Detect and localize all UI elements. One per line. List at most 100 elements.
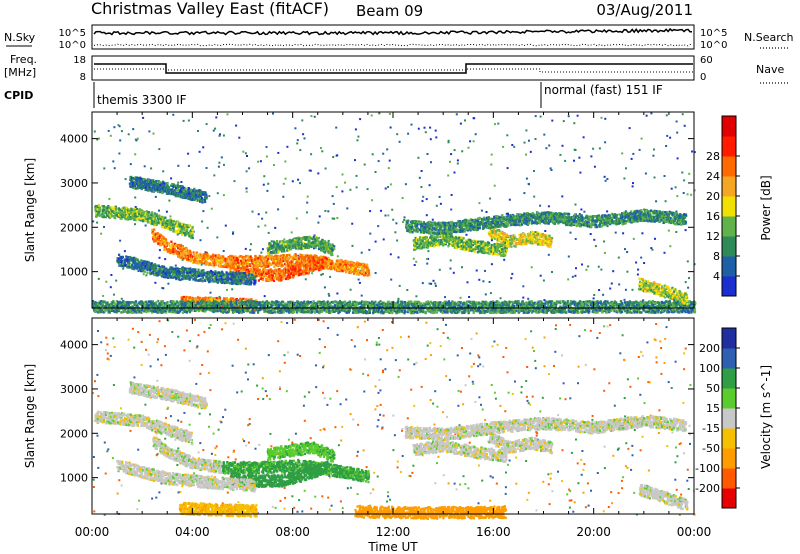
power-band-2-cell bbox=[249, 268, 252, 271]
power-band-4-cell bbox=[162, 270, 165, 273]
power-speckle bbox=[336, 217, 339, 219]
power-band-2-cell bbox=[265, 272, 268, 275]
power-band-0-cell bbox=[102, 212, 106, 215]
power-band-0-cell bbox=[152, 217, 155, 220]
power-band-2-cell bbox=[258, 268, 261, 272]
power-band-1-cell bbox=[254, 254, 257, 258]
power-speckle bbox=[144, 224, 147, 227]
power-band-1-cell bbox=[177, 243, 180, 247]
power-band-2-cell bbox=[318, 266, 321, 270]
power-band-0-cell bbox=[102, 215, 105, 218]
power-band-1-cell bbox=[245, 259, 248, 263]
power-band-2-cell bbox=[305, 272, 308, 275]
power-band-0-cell bbox=[105, 211, 108, 214]
power-band-1-cell bbox=[258, 263, 261, 266]
power-band-4-cell bbox=[135, 262, 139, 265]
power-band-0-cell bbox=[110, 206, 113, 209]
power-band-3-cell bbox=[292, 238, 295, 241]
power-band-1-cell bbox=[357, 266, 360, 269]
power-band-1-cell bbox=[266, 260, 269, 263]
power-band-1-cell bbox=[231, 263, 235, 266]
power-band-0-cell bbox=[127, 216, 130, 220]
power-band-4-cell bbox=[230, 273, 233, 276]
power-speckle bbox=[96, 138, 99, 141]
power-band-2-cell bbox=[287, 266, 290, 270]
power-speckle bbox=[410, 123, 413, 126]
power-band-3-cell bbox=[311, 237, 314, 241]
power-speckle bbox=[666, 134, 669, 137]
power-band-1-cell bbox=[341, 262, 344, 265]
power-band-6-cell bbox=[112, 305, 115, 308]
power-band-1-cell bbox=[199, 261, 202, 264]
power-speckle bbox=[475, 269, 478, 272]
power-band-1-cell bbox=[300, 257, 304, 260]
power-band-4-cell bbox=[178, 271, 181, 274]
power-speckle bbox=[327, 239, 330, 242]
power-band-1-cell bbox=[338, 269, 341, 272]
power-band-1-cell bbox=[341, 269, 344, 273]
power-speckle bbox=[142, 273, 145, 276]
power-band-0-cell bbox=[98, 209, 101, 212]
power-band-4-cell bbox=[221, 279, 224, 282]
power-band-1-cell bbox=[193, 260, 196, 264]
power-band-5-cell bbox=[215, 296, 218, 300]
power-band-3-cell bbox=[308, 235, 311, 239]
power-band-4-cell bbox=[186, 271, 189, 274]
power-speckle bbox=[112, 160, 115, 163]
power-band-4-cell bbox=[163, 275, 166, 278]
power-band-3-cell bbox=[298, 240, 301, 243]
power-band-4-cell bbox=[125, 258, 129, 261]
power-band-6-cell bbox=[103, 300, 106, 303]
power-band-1-cell bbox=[261, 256, 264, 260]
power-band-1-cell bbox=[353, 272, 356, 275]
power-speckle bbox=[688, 277, 690, 280]
power-band-5-cell bbox=[242, 297, 245, 301]
power-speckle bbox=[359, 118, 362, 121]
power-speckle bbox=[105, 280, 108, 283]
power-band-0-cell bbox=[97, 205, 100, 208]
power-speckle bbox=[245, 170, 248, 173]
power-band-3-cell bbox=[269, 252, 272, 255]
power-band-0-cell bbox=[189, 232, 193, 235]
power-band-4-cell bbox=[173, 267, 176, 270]
power-band-1-cell bbox=[229, 264, 232, 268]
power-speckle bbox=[355, 186, 358, 189]
power-band-4-cell bbox=[169, 271, 172, 274]
power-band-1-cell bbox=[252, 262, 255, 266]
power-band-3-cell bbox=[294, 239, 297, 242]
power-speckle bbox=[325, 247, 328, 250]
power-band-0-cell bbox=[163, 226, 166, 229]
power-band-2-cell bbox=[279, 279, 282, 282]
power-band-1-cell bbox=[194, 258, 197, 261]
freq-unit-label: [MHz] bbox=[4, 66, 36, 79]
power-band-1-cell bbox=[177, 246, 180, 250]
power-speckle bbox=[389, 126, 392, 129]
power-band-3-cell bbox=[273, 249, 276, 253]
power-band-4-cell bbox=[232, 271, 235, 274]
power-speckle bbox=[349, 288, 352, 291]
power-speckle bbox=[311, 272, 314, 275]
power-band-1-cell bbox=[278, 262, 282, 265]
power-speckle bbox=[429, 138, 432, 141]
power-band-1-cell bbox=[366, 270, 369, 273]
power-band-6-cell bbox=[119, 302, 122, 305]
power-band-0-cell bbox=[191, 228, 194, 232]
power-speckle bbox=[575, 267, 577, 270]
power-band-1-cell bbox=[254, 261, 257, 264]
power-band-0-cell bbox=[130, 208, 133, 211]
power-speckle bbox=[447, 139, 450, 142]
power-band-1-cell bbox=[230, 258, 233, 262]
power-band-4-cell bbox=[133, 261, 136, 264]
power-band-1-cell bbox=[249, 257, 252, 261]
power-speckle bbox=[464, 119, 466, 122]
power-band-1-cell bbox=[179, 245, 182, 248]
power-band-2-cell bbox=[232, 270, 235, 273]
power-speckle bbox=[403, 219, 406, 221]
power-band-4-cell bbox=[241, 272, 244, 275]
power-band-3-cell bbox=[277, 247, 280, 251]
power-band-3-cell bbox=[286, 242, 290, 245]
power-band-4-cell bbox=[165, 267, 168, 270]
power-speckle bbox=[329, 275, 332, 278]
power-speckle bbox=[525, 153, 527, 156]
power-speckle bbox=[118, 125, 121, 128]
